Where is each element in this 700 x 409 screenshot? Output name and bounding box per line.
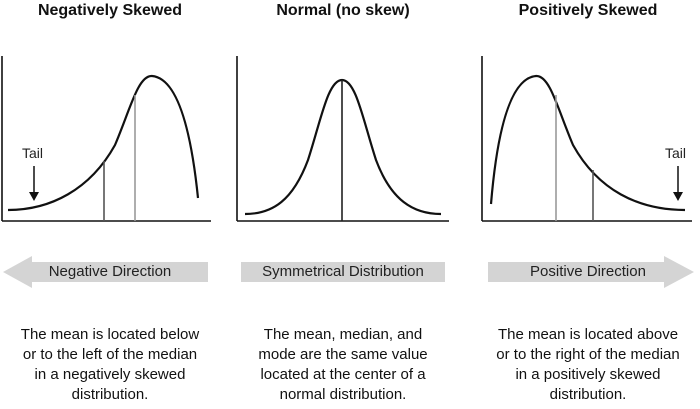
normal-plot [236,56,449,222]
panel-title: Positively Skewed [518,2,658,19]
arrow-shape-right [488,256,694,288]
distribution-curve [244,78,442,216]
panel-description: The mean, median, and mode are the same … [233,325,453,405]
panel-positively-skewed: Positively Skewed Tail Positive Directio… [478,0,698,409]
arrow-shape-left [3,256,208,288]
tail-label: Tail [22,145,43,161]
description-line: normal distribution. [279,386,407,403]
panel-normal: Normal (no skew) Symmetrical Distributio… [233,0,453,409]
distribution-curve [489,74,686,212]
description-line: or to the left of the median [22,346,198,363]
negative-direction-arrow [3,256,208,288]
panel-description: The mean is located below or to the left… [0,325,220,405]
direction-label: Positive Direction [530,263,646,280]
description-line: The mean is located above [497,326,679,343]
description-line: in a positively skewed [515,366,661,383]
description-line: or to the right of the median [496,346,680,363]
symmetrical-bar [241,262,445,282]
bar-shape [241,262,445,282]
tail-arrow-head [673,192,683,201]
description-line: located at the center of a [260,366,426,383]
direction-label: Negative Direction [48,263,172,280]
description-line: distribution. [71,386,149,403]
description-line: The mean is located below [20,326,200,343]
distribution-curve [7,74,200,212]
positive-direction-arrow [488,256,694,288]
positive-skew-plot: Tail [481,56,692,222]
tail-arrow-head [29,192,39,201]
panel-negatively-skewed: Negatively Skewed Tail Negative Directio… [0,0,220,409]
direction-label: Symmetrical Distribution [262,263,424,280]
description-line: distribution. [549,386,627,403]
negative-skew-plot: Tail [1,56,211,222]
description-line: in a negatively skewed [34,366,186,383]
description-line: The mean, median, and [263,326,423,343]
panel-title: Normal (no skew) [276,2,410,19]
tail-label: Tail [665,145,686,161]
description-line: mode are the same value [258,346,428,363]
panel-description: The mean is located above or to the righ… [478,325,698,405]
panel-title: Negatively Skewed [37,2,183,19]
